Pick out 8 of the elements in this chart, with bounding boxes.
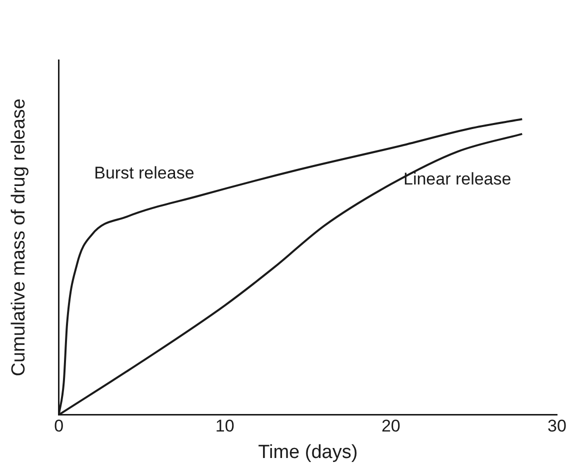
x-axis-title: Time (days): [258, 442, 358, 463]
y-axis-title: Cumulative mass of drug release: [8, 98, 30, 376]
x-tick-label: 20: [381, 416, 400, 436]
series-label: Linear release: [403, 169, 512, 188]
x-tick-label: 10: [215, 416, 234, 436]
x-tick-label: 30: [548, 416, 566, 436]
series-label: Burst release: [94, 164, 194, 183]
x-tick-label: 0: [54, 416, 64, 436]
